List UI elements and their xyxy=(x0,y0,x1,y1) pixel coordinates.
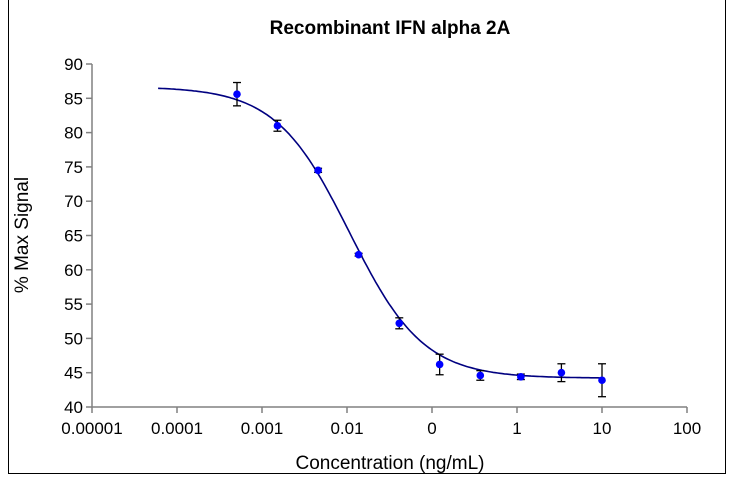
x-axis-label: Concentration (ng/mL) xyxy=(295,453,484,474)
data-point xyxy=(233,90,241,98)
data-point xyxy=(517,373,525,381)
data-point xyxy=(354,250,363,259)
x-tick-label: 0.0001 xyxy=(151,419,203,438)
data-point xyxy=(395,319,404,328)
data-point-group xyxy=(476,369,485,381)
y-tick-label: 70 xyxy=(64,192,83,211)
x-tick-label: 0.00001 xyxy=(61,419,122,438)
y-tick-label: 80 xyxy=(64,124,83,143)
x-tick-label: 10 xyxy=(593,419,612,438)
data-point-group xyxy=(557,363,566,383)
y-tick-label: 85 xyxy=(64,89,83,108)
data-point xyxy=(476,371,485,380)
data-point-group xyxy=(598,363,606,398)
x-tick-label: 100 xyxy=(673,419,701,438)
data-point-group xyxy=(314,166,323,175)
y-tick-label: 90 xyxy=(64,55,83,74)
y-tick-label: 45 xyxy=(64,364,83,383)
data-point xyxy=(273,121,282,130)
x-tick-label: 0.01 xyxy=(330,419,363,438)
y-tick-label: 55 xyxy=(64,295,83,314)
y-axis-label: % Max Signal xyxy=(12,177,33,293)
data-point xyxy=(314,166,322,175)
data-point-group xyxy=(354,250,363,259)
y-tick-label: 50 xyxy=(64,329,83,348)
data-point-group xyxy=(232,81,241,107)
chart-frame xyxy=(8,0,726,474)
chart-title: Recombinant IFN alpha 2A xyxy=(270,18,511,39)
fit-curve xyxy=(158,87,602,379)
y-tick-label: 65 xyxy=(64,227,83,246)
y-tick-label: 40 xyxy=(64,398,83,417)
data-point-group xyxy=(516,373,525,381)
y-tick-label: 75 xyxy=(64,158,83,177)
y-tick-label: 60 xyxy=(64,261,83,280)
x-tick-label: 0 xyxy=(427,419,436,438)
x-tick-label: 0.001 xyxy=(241,419,284,438)
data-point xyxy=(435,360,444,369)
data-point xyxy=(557,368,566,377)
data-point xyxy=(598,376,606,385)
x-tick-label: 1 xyxy=(512,419,521,438)
data-point-group xyxy=(435,353,444,376)
data-point-group xyxy=(395,317,404,330)
data-point-group xyxy=(273,119,282,132)
